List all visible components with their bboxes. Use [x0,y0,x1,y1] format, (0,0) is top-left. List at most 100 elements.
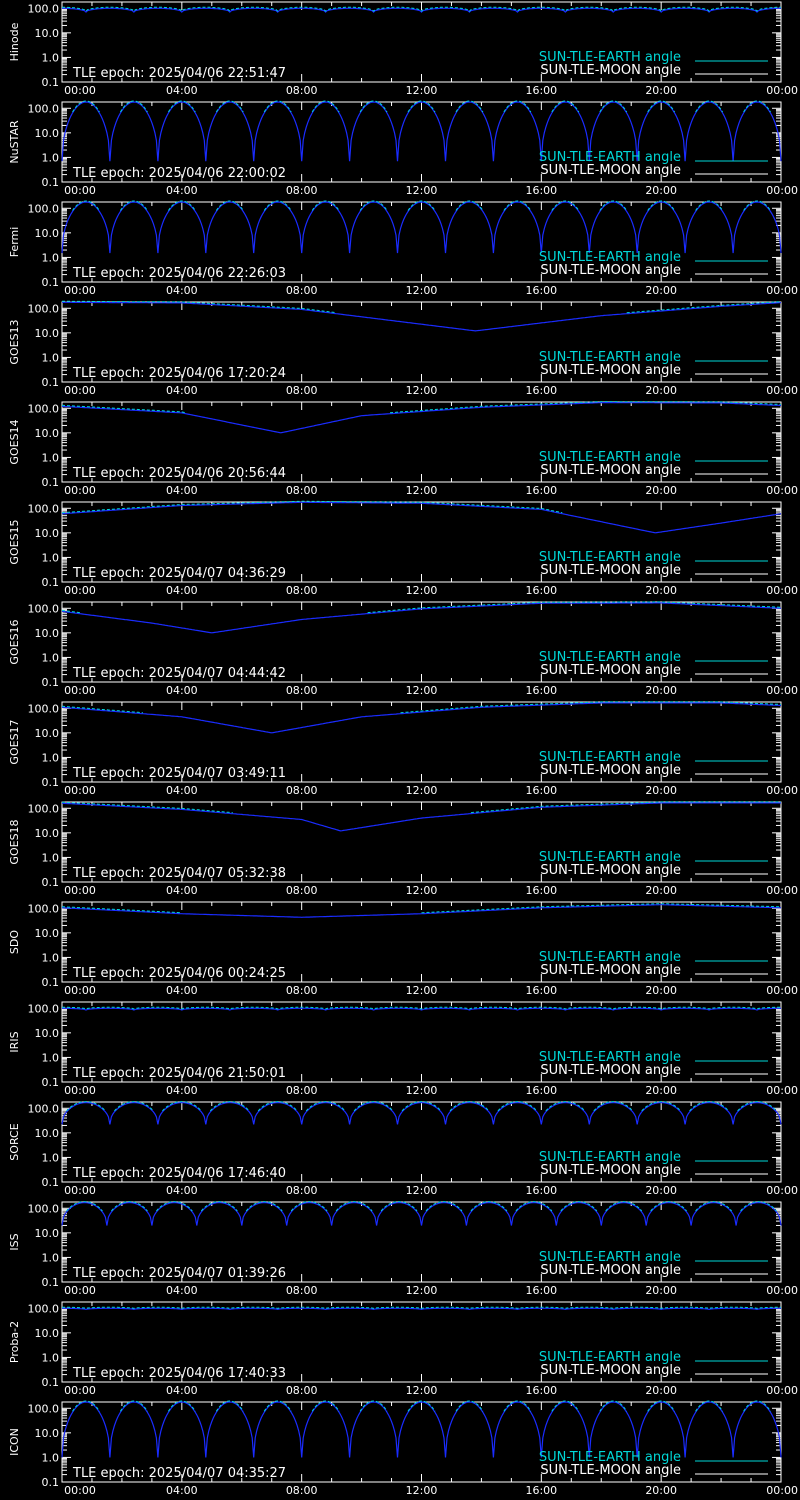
legend-moon-label: SUN-TLE-MOON angle [540,1063,681,1078]
legend-earth-label: SUN-TLE-EARTH angle [539,1050,681,1065]
y-tick-label: 10.0 [35,927,60,940]
legend-moon-label: SUN-TLE-MOON angle [540,663,681,678]
x-tick-label: 16:00 [525,684,557,697]
x-tick-label: 00:00 [64,884,96,897]
y-tick-label: 1.0 [42,1151,60,1164]
x-tick-label: 00:00 [766,1484,798,1497]
x-tick-label: 20:00 [645,984,677,997]
x-tick-label: 00:00 [766,284,798,297]
x-tick-label: 20:00 [645,84,677,97]
y-tick-label: 100.0 [28,802,60,815]
y-tick-label: 100.0 [28,2,60,15]
legend-earth-label: SUN-TLE-EARTH angle [539,50,681,65]
y-tick-label: 1.0 [42,751,60,764]
tle-epoch-label: TLE epoch: 2025/04/07 04:36:29 [72,566,286,581]
x-tick-label: 04:00 [166,1184,198,1197]
y-tick-label: 10.0 [35,727,60,740]
angle-series-line [62,7,781,13]
panel-ylabel: Proba-2 [8,1321,21,1363]
earth-angle-series-line [66,1201,777,1212]
x-tick-label: 20:00 [645,1484,677,1497]
angle-series-line [62,301,782,332]
legend-earth-label: SUN-TLE-EARTH angle [539,650,681,665]
legend-moon-label: SUN-TLE-MOON angle [540,263,681,278]
panel-goes16: 100.0 10.0 1.0 0.1 00:00 04:00 08:00 12:00 16:00… [8,601,798,697]
legend-moon-label: SUN-TLE-MOON angle [540,763,681,778]
x-tick-label: 20:00 [645,784,677,797]
panel-ylabel: Hinode [8,22,21,61]
legend-earth-label: SUN-TLE-EARTH angle [539,350,681,365]
y-tick-label: 1.0 [42,851,60,864]
y-tick-label: 1.0 [42,1251,60,1264]
x-tick-label: 08:00 [286,384,318,397]
x-tick-label: 16:00 [525,1084,557,1097]
panel-goes14: 100.0 10.0 1.0 0.1 00:00 04:00 08:00 12:00 16:00… [8,401,798,497]
y-tick-label: 10.0 [35,327,60,340]
y-tick-label: 0.1 [42,1076,60,1089]
y-tick-label: 100.0 [28,1402,60,1415]
y-tick-label: 0.1 [42,276,60,289]
y-tick-label: 100.0 [28,202,60,215]
legend-moon-label: SUN-TLE-MOON angle [540,563,681,578]
y-tick-label: 1.0 [42,1351,60,1364]
panel-goes15: 100.0 10.0 1.0 0.1 00:00 04:00 08:00 12:00 16:00… [8,501,798,597]
panel-ylabel: GOES15 [8,519,21,564]
angle-series-line [61,1201,782,1226]
x-tick-label: 16:00 [525,84,557,97]
y-tick-label: 10.0 [35,1327,60,1340]
y-tick-label: 0.1 [42,676,60,689]
tle-epoch-label: TLE epoch: 2025/04/06 22:51:47 [72,66,286,81]
legend-moon-label: SUN-TLE-MOON angle [540,63,681,78]
legend-moon-label: SUN-TLE-MOON angle [540,1363,681,1378]
y-tick-label: 1.0 [42,51,60,64]
panel-ylabel: NuSTAR [8,120,21,164]
earth-angle-series-line [62,903,782,914]
panel-iris: 100.0 10.0 1.0 0.1 00:00 04:00 08:00 12:00 16:00… [8,1001,798,1097]
x-tick-label: 20:00 [645,584,677,597]
earth-angle-series-line [61,701,782,714]
x-tick-label: 20:00 [645,184,677,197]
y-tick-label: 0.1 [42,476,60,489]
x-tick-label: 00:00 [766,1084,798,1097]
panel-nustar: 100.0 10.0 1.0 0.1 00:00 04:00 08:00 12:00 16:00… [8,100,798,197]
x-tick-label: 08:00 [286,184,318,197]
x-tick-label: 04:00 [166,784,198,797]
panel-sdo: 100.0 10.0 1.0 0.1 00:00 04:00 08:00 12:00 16:00… [8,901,798,997]
panel-ylabel: GOES17 [8,719,21,764]
legend-earth-label: SUN-TLE-EARTH angle [539,550,681,565]
x-tick-label: 00:00 [766,184,798,197]
x-tick-label: 00:00 [766,884,798,897]
legend-earth-label: SUN-TLE-EARTH angle [539,950,681,965]
panel-ylabel: GOES16 [8,619,21,664]
x-tick-label: 00:00 [766,384,798,397]
x-tick-label: 12:00 [406,584,438,597]
x-tick-label: 12:00 [406,1084,438,1097]
y-tick-label: 1.0 [42,1051,60,1064]
x-tick-label: 12:00 [406,1184,438,1197]
x-tick-label: 20:00 [645,384,677,397]
x-tick-label: 00:00 [64,1484,96,1497]
angle-series-line [61,101,782,162]
x-tick-label: 00:00 [64,384,96,397]
x-tick-label: 04:00 [166,284,198,297]
x-tick-label: 08:00 [286,1184,318,1197]
legend-moon-label: SUN-TLE-MOON angle [540,863,681,878]
x-tick-label: 00:00 [766,1184,798,1197]
y-tick-label: 0.1 [42,76,60,89]
panel-goes18: 100.0 10.0 1.0 0.1 00:00 04:00 08:00 12:00 16:00… [8,801,798,897]
angle-series-line [61,402,782,434]
panel-ylabel: GOES14 [8,419,21,464]
x-tick-label: 12:00 [406,84,438,97]
x-tick-label: 20:00 [645,684,677,697]
legend-moon-label: SUN-TLE-MOON angle [540,363,681,378]
x-tick-label: 08:00 [286,1384,318,1397]
earth-angle-series-line [62,300,782,314]
x-tick-label: 04:00 [166,1484,198,1497]
y-tick-label: 100.0 [28,102,60,115]
y-tick-label: 1.0 [42,551,60,564]
y-tick-label: 0.1 [42,1376,60,1389]
y-tick-label: 0.1 [42,376,60,389]
legend-earth-label: SUN-TLE-EARTH angle [539,1450,681,1465]
x-tick-label: 00:00 [766,984,798,997]
panel-goes17: 100.0 10.0 1.0 0.1 00:00 04:00 08:00 12:00 16:00… [8,701,798,797]
